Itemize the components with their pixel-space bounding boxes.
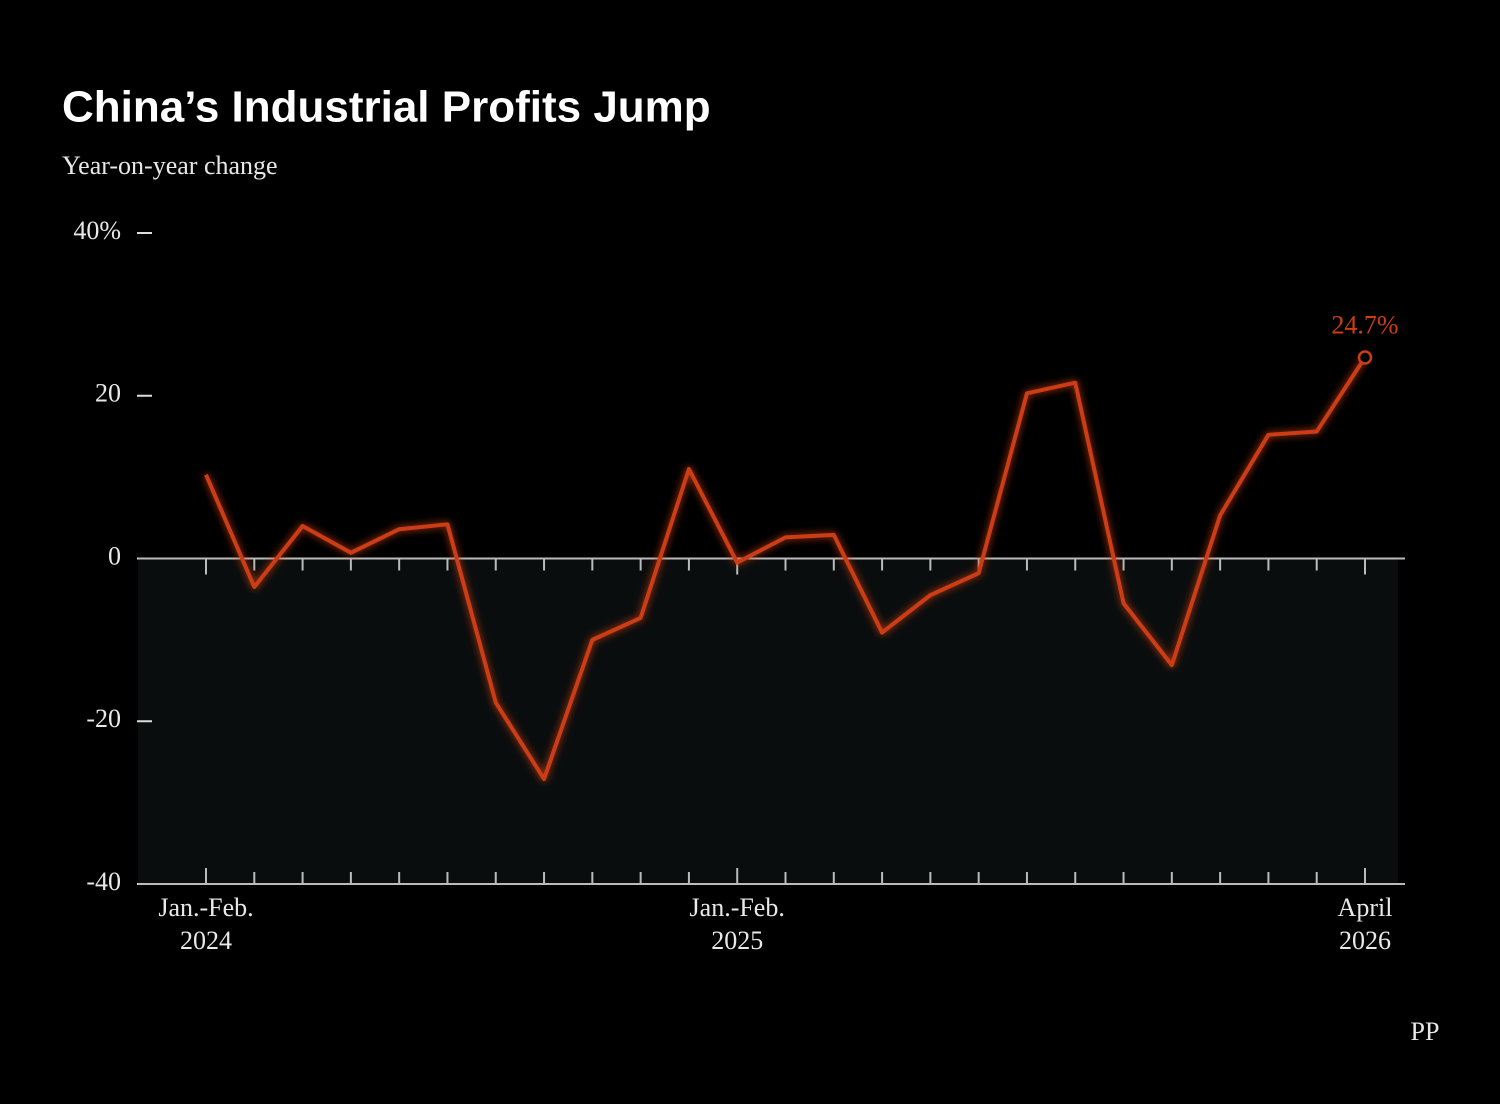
x-tick-label: 2024 [180, 926, 232, 955]
chart-title: China’s Industrial Profits Jump [62, 83, 711, 132]
x-tick-label: 2025 [711, 926, 763, 955]
end-marker [1357, 350, 1373, 365]
x-tick-label: Jan.-Feb. [158, 893, 253, 922]
y-tick-label: 20 [95, 379, 121, 408]
y-tick-label: -20 [86, 704, 121, 733]
x-tick-label: 2026 [1339, 926, 1391, 955]
negative-area [138, 558, 1398, 884]
y-tick-label: -40 [86, 867, 121, 896]
y-tick-label: 0 [108, 541, 121, 570]
x-tick-label: April [1338, 893, 1393, 922]
chart-subtitle: Year-on-year change [62, 151, 278, 180]
data-line [204, 356, 1367, 782]
logo: PP [1411, 1017, 1440, 1046]
data-label: 24.7% [1331, 310, 1398, 339]
y-tick-label: 40% [73, 216, 121, 245]
x-tick-label: Jan.-Feb. [690, 893, 785, 922]
